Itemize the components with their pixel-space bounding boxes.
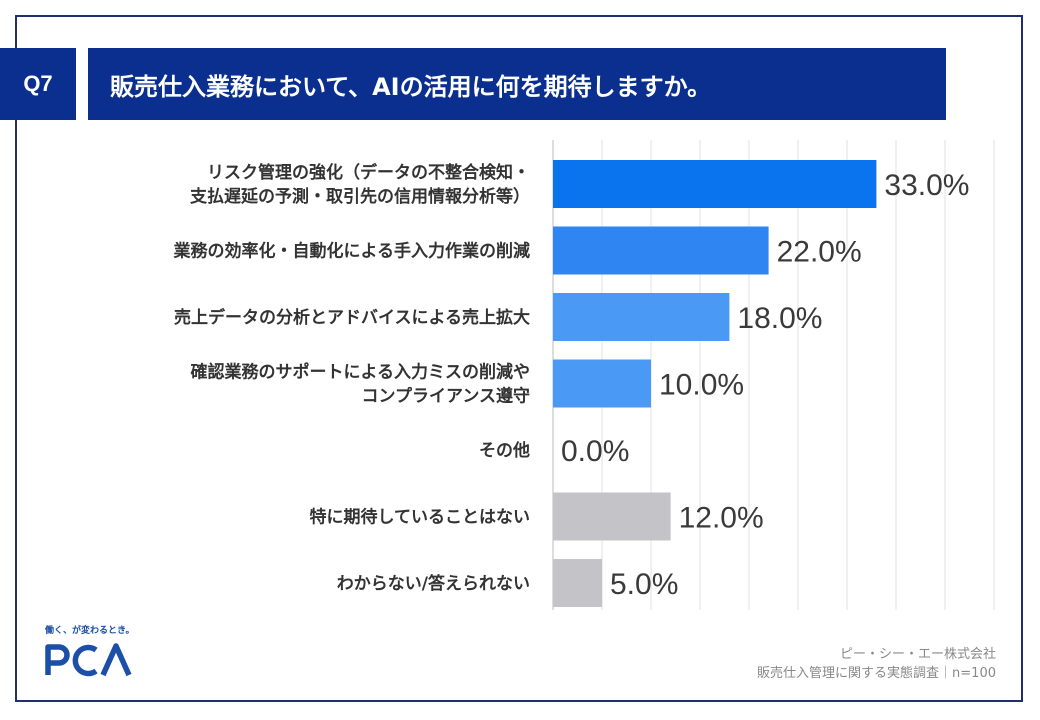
category-label: 支払遅延の予測・取引先の信用情報分析等） bbox=[190, 186, 530, 207]
question-number-badge: Q7 bbox=[0, 48, 76, 120]
value-label: 18.0% bbox=[737, 302, 822, 335]
bar bbox=[553, 293, 730, 341]
bar bbox=[553, 359, 651, 408]
footer-survey: 販売仕入管理に関する実態調査｜n=100 bbox=[757, 666, 996, 681]
brand-tagline: 働く、が変わるとき。 bbox=[45, 626, 135, 636]
category-label: 業務の効率化・自動化による手入力作業の削減 bbox=[174, 241, 531, 262]
value-label: 0.0% bbox=[561, 435, 629, 468]
category-label: 確認業務のサポートによる入力ミスの削減や bbox=[191, 362, 531, 383]
bar bbox=[553, 226, 769, 275]
value-label: 33.0% bbox=[884, 169, 969, 202]
category-label: 売上データの分析とアドバイスによる売上拡大 bbox=[174, 307, 530, 328]
chart-frame bbox=[15, 15, 1023, 702]
bar bbox=[553, 559, 602, 607]
footer-company: ピー・シー・エー株式会社 bbox=[839, 647, 996, 662]
category-label: その他 bbox=[479, 440, 530, 461]
footer-credit: ピー・シー・エー株式会社 販売仕入管理に関する実態調査｜n=100 bbox=[757, 645, 996, 683]
bar bbox=[553, 160, 877, 208]
category-label: コンプライアンス遵守 bbox=[362, 386, 530, 407]
pca-logo-mark bbox=[45, 643, 132, 677]
value-label: 5.0% bbox=[610, 568, 678, 601]
value-label: 12.0% bbox=[679, 502, 764, 535]
bar bbox=[553, 492, 671, 541]
question-title: 販売仕入業務において、AIの活用に何を期待しますか。 bbox=[88, 48, 946, 120]
category-label: わからない/答えられない bbox=[337, 573, 530, 594]
pca-logo bbox=[45, 643, 137, 681]
category-label: 特に期待していることはない bbox=[310, 507, 531, 528]
category-label: リスク管理の強化（データの不整合検知・ bbox=[207, 162, 530, 183]
value-label: 22.0% bbox=[777, 236, 862, 269]
value-label: 10.0% bbox=[659, 369, 744, 402]
